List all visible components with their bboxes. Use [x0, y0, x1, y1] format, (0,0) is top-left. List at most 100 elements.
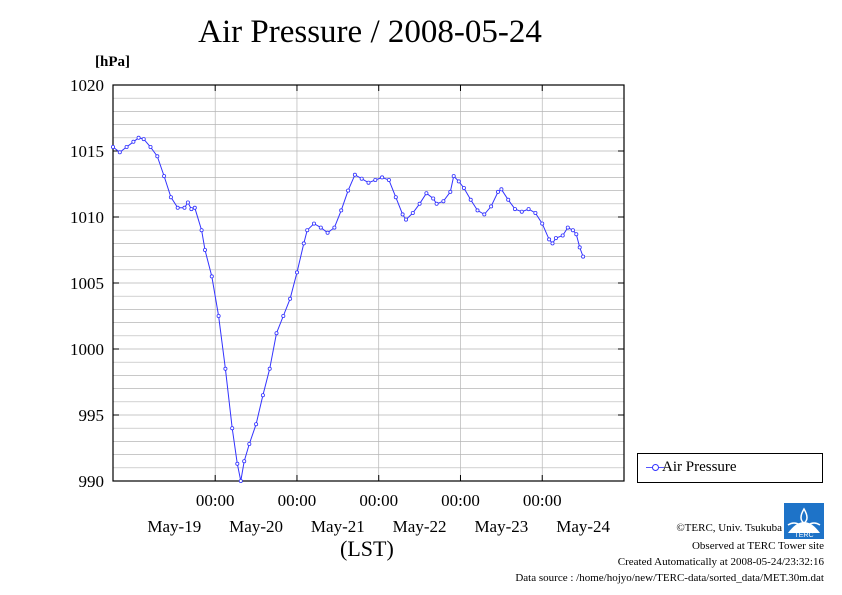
data-point — [301, 241, 306, 246]
data-point — [373, 177, 378, 182]
data-point — [238, 478, 243, 483]
series-points-air-pressure — [111, 135, 586, 483]
data-point — [560, 233, 565, 238]
y-tick-label: 1010 — [70, 208, 104, 227]
data-point — [223, 366, 228, 371]
data-point — [136, 135, 141, 140]
data-point — [346, 188, 351, 193]
data-point — [305, 228, 310, 233]
x-day-label: May-24 — [556, 517, 610, 536]
data-point — [553, 236, 558, 241]
data-point — [499, 187, 504, 192]
data-point — [148, 144, 153, 149]
data-point — [267, 366, 272, 371]
data-point — [456, 179, 461, 184]
data-point — [448, 189, 453, 194]
x-day-label: May-20 — [229, 517, 283, 536]
data-point — [434, 201, 439, 206]
x-axis-label: (LST) — [340, 536, 394, 561]
x-day-label: May-21 — [311, 517, 365, 536]
data-source-text: Data source : /home/hojyo/new/TERC-data/… — [515, 572, 824, 584]
data-point — [281, 313, 286, 318]
data-point — [461, 185, 466, 190]
data-point — [570, 228, 575, 233]
data-point — [417, 201, 422, 206]
data-point — [410, 210, 415, 215]
data-point — [386, 177, 391, 182]
data-point — [260, 393, 265, 398]
legend: Air Pressure — [637, 453, 823, 483]
data-point — [288, 296, 293, 301]
data-point — [162, 174, 167, 179]
data-point — [540, 221, 545, 226]
data-point — [202, 247, 207, 252]
y-tick-label: 1005 — [70, 274, 104, 293]
x-tick-label: 00:00 — [196, 491, 235, 510]
data-point — [506, 197, 511, 202]
data-point — [468, 197, 473, 202]
observed-site-text: Observed at TERC Tower site — [691, 540, 824, 552]
data-point — [431, 196, 436, 201]
data-point — [565, 225, 570, 230]
x-day-label: May-19 — [147, 517, 201, 536]
created-timestamp-text: Created Automatically at 2008-05-24/23:3… — [617, 556, 824, 568]
x-day-label: May-22 — [393, 517, 447, 536]
data-point — [168, 195, 173, 200]
data-point — [424, 191, 429, 196]
data-point — [332, 225, 337, 230]
data-point — [230, 426, 235, 431]
data-point — [366, 180, 371, 185]
x-tick-label: 00:00 — [441, 491, 480, 510]
data-point — [482, 212, 487, 217]
data-point — [209, 274, 214, 279]
data-point — [254, 422, 259, 427]
data-point — [294, 270, 299, 275]
data-point — [199, 228, 204, 233]
data-point — [141, 137, 146, 142]
data-point — [393, 195, 398, 200]
x-tick-label: 00:00 — [278, 491, 317, 510]
x-tick-label: 00:00 — [523, 491, 562, 510]
y-tick-label: 1000 — [70, 340, 104, 359]
chart-title: Air Pressure / 2008-05-24 — [198, 14, 542, 50]
data-point — [519, 209, 524, 214]
data-point — [547, 237, 552, 242]
legend-marker-icon — [652, 464, 659, 471]
data-point — [441, 199, 446, 204]
legend-label: Air Pressure — [662, 459, 737, 475]
data-point — [235, 461, 240, 466]
data-point — [475, 208, 480, 213]
data-point — [175, 205, 180, 210]
data-point — [577, 245, 582, 250]
data-point — [352, 172, 357, 177]
y-tick-label: 1020 — [70, 76, 104, 95]
x-tick-label: 00:00 — [359, 491, 398, 510]
data-point — [192, 205, 197, 210]
data-point — [274, 331, 279, 336]
data-point — [581, 254, 586, 259]
data-point — [189, 207, 194, 212]
data-point — [489, 204, 494, 209]
y-tick-label: 995 — [79, 406, 105, 425]
data-point — [182, 205, 187, 210]
data-point — [526, 207, 531, 212]
data-point — [403, 217, 408, 222]
data-point — [533, 210, 538, 215]
logo-text: TERC — [794, 532, 813, 539]
data-point — [325, 230, 330, 235]
data-point — [400, 212, 405, 217]
data-point — [216, 313, 221, 318]
grid-lines — [113, 85, 624, 481]
data-point — [359, 176, 364, 181]
data-point — [247, 441, 252, 446]
terc-logo-icon: TERC — [784, 503, 824, 539]
y-tick-label: 990 — [79, 472, 105, 491]
y-axis-ticks: 990 995 1000 1005 1010 1015 1020 — [70, 76, 624, 491]
data-point — [550, 241, 555, 246]
data-point — [242, 459, 247, 464]
x-axis-ticks: 00:00 00:00 00:00 00:00 00:00 May-19 May-20 May… — [147, 85, 611, 536]
data-point — [495, 189, 500, 194]
data-point — [124, 144, 129, 149]
data-point — [185, 200, 190, 205]
